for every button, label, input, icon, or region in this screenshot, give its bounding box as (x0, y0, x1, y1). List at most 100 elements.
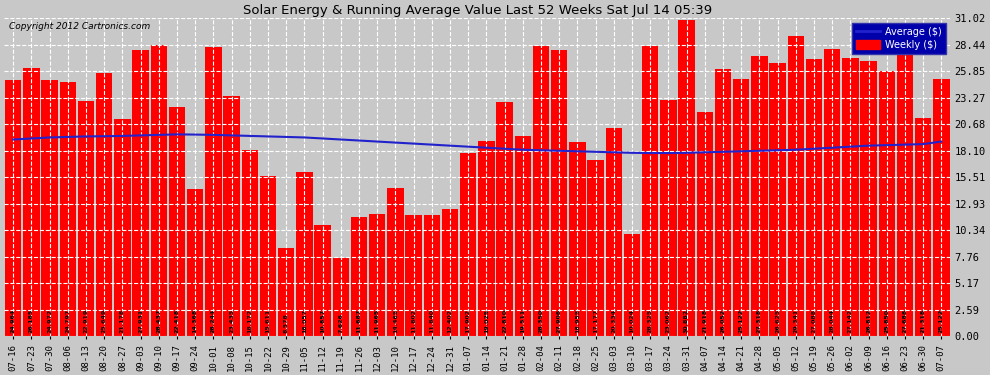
Text: 21.918: 21.918 (702, 309, 707, 333)
Bar (624, 234, 641, 336)
Bar (842, 58, 858, 336)
Text: 27.142: 27.142 (847, 309, 852, 333)
Text: 19.511: 19.511 (521, 309, 526, 333)
Bar (515, 136, 531, 336)
Text: 27.931: 27.931 (139, 309, 144, 333)
Text: 20.334: 20.334 (611, 309, 616, 333)
Bar (96, 74, 113, 336)
Text: 10.857: 10.857 (320, 309, 325, 333)
Text: 14.465: 14.465 (393, 309, 398, 333)
Bar (551, 50, 567, 336)
Text: 21.178: 21.178 (120, 309, 125, 333)
Text: 26.812: 26.812 (866, 309, 871, 333)
Bar (678, 20, 695, 336)
Bar (533, 46, 549, 336)
Text: 16.057: 16.057 (302, 309, 307, 333)
Bar (187, 189, 203, 336)
Text: 15.611: 15.611 (265, 309, 270, 333)
Text: 25.122: 25.122 (939, 309, 943, 333)
Bar (878, 71, 895, 336)
Bar (133, 50, 148, 336)
Text: 23.435: 23.435 (229, 309, 234, 333)
Text: 24.964: 24.964 (11, 309, 16, 333)
Bar (387, 188, 404, 336)
Text: 28.350: 28.350 (539, 309, 544, 333)
Bar (169, 106, 185, 336)
Bar (259, 176, 276, 336)
Bar (478, 141, 495, 336)
Text: 25.649: 25.649 (102, 309, 107, 333)
Text: 30.882: 30.882 (684, 309, 689, 333)
Bar (824, 49, 841, 336)
Text: 22.810: 22.810 (502, 309, 507, 333)
Bar (806, 58, 822, 336)
Text: 26.625: 26.625 (775, 309, 780, 333)
Bar (642, 46, 658, 336)
Text: 19.025: 19.025 (484, 309, 489, 333)
Text: 18.172: 18.172 (248, 309, 252, 333)
Bar (934, 79, 949, 336)
Text: 28.437: 28.437 (156, 309, 161, 333)
Bar (224, 96, 240, 336)
Bar (751, 56, 767, 336)
Text: Copyright 2012 Cartronics.com: Copyright 2012 Cartronics.com (9, 21, 150, 30)
Bar (715, 69, 732, 336)
Bar (460, 153, 476, 336)
Bar (769, 63, 786, 336)
Bar (78, 101, 94, 336)
Bar (915, 118, 932, 336)
Text: 10.024: 10.024 (630, 309, 635, 333)
Text: 27.318: 27.318 (756, 309, 762, 333)
Bar (697, 112, 713, 336)
Legend: Average ($), Weekly ($): Average ($), Weekly ($) (851, 23, 945, 54)
Text: 26.185: 26.185 (29, 309, 34, 333)
Bar (150, 45, 167, 336)
Text: 11.965: 11.965 (374, 309, 380, 333)
Text: 28.044: 28.044 (830, 309, 835, 333)
Bar (897, 53, 913, 336)
Bar (350, 216, 367, 336)
Bar (860, 62, 877, 336)
Bar (42, 80, 57, 336)
Text: 27.688: 27.688 (903, 309, 908, 333)
Bar (5, 80, 22, 336)
Text: 7.626: 7.626 (339, 314, 344, 333)
Text: 28.325: 28.325 (647, 309, 652, 333)
Text: 24.972: 24.972 (48, 309, 52, 333)
Bar (296, 172, 313, 336)
Bar (569, 142, 585, 336)
Bar (278, 248, 294, 336)
Text: 11.840: 11.840 (430, 309, 435, 333)
Bar (606, 128, 622, 336)
Text: 17.177: 17.177 (593, 309, 598, 333)
Bar (496, 102, 513, 336)
Text: 14.368: 14.368 (193, 309, 198, 333)
Text: 12.402: 12.402 (447, 309, 452, 333)
Text: 25.122: 25.122 (739, 309, 743, 333)
Text: 11.802: 11.802 (411, 309, 416, 333)
Text: 29.341: 29.341 (793, 309, 798, 333)
Text: 26.052: 26.052 (721, 309, 726, 333)
Bar (788, 36, 804, 336)
Title: Solar Energy & Running Average Value Last 52 Weeks Sat Jul 14 05:39: Solar Energy & Running Average Value Las… (243, 4, 712, 17)
Text: 11.687: 11.687 (356, 309, 361, 333)
Text: 17.902: 17.902 (465, 309, 470, 333)
Bar (424, 215, 440, 336)
Bar (315, 225, 331, 336)
Text: 18.955: 18.955 (575, 309, 580, 333)
Text: 22.919: 22.919 (83, 309, 88, 333)
Text: 24.797: 24.797 (65, 309, 70, 333)
Bar (205, 47, 222, 336)
Text: 27.088: 27.088 (812, 309, 817, 333)
Bar (587, 160, 604, 336)
Bar (24, 68, 40, 336)
Text: 23.062: 23.062 (666, 309, 671, 333)
Text: 25.850: 25.850 (884, 309, 889, 333)
Bar (333, 258, 349, 336)
Bar (442, 209, 458, 336)
Bar (733, 79, 749, 336)
Bar (242, 150, 258, 336)
Text: 21.318: 21.318 (921, 309, 926, 333)
Text: 22.418: 22.418 (174, 309, 179, 333)
Bar (660, 100, 676, 336)
